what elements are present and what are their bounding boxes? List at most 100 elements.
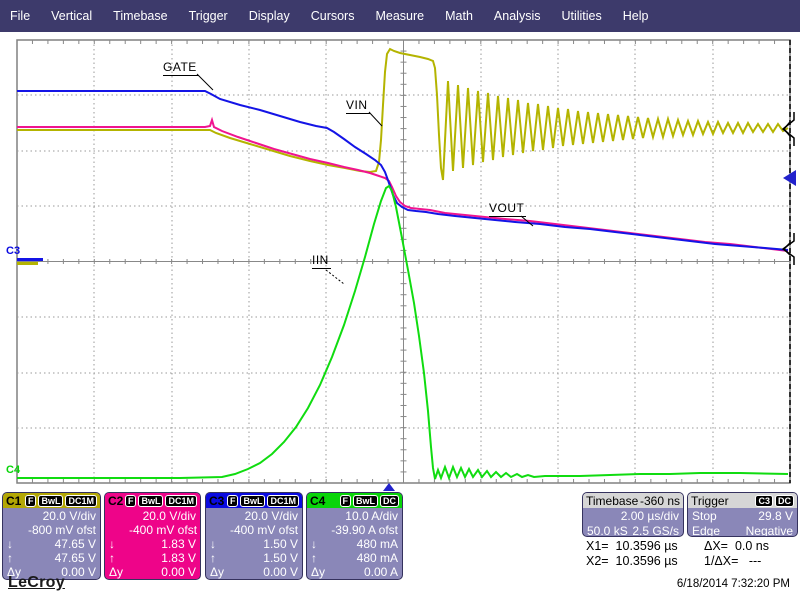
trigger-time-marker-icon[interactable] bbox=[383, 483, 395, 491]
cursor-low-icon: ↓ bbox=[210, 537, 216, 551]
c4-scale: 10.0 A/div bbox=[345, 509, 398, 523]
trace-layer bbox=[17, 47, 789, 481]
cursor-high-icon: ↑ bbox=[7, 551, 13, 565]
menu-display[interactable]: Display bbox=[248, 9, 290, 23]
vin-clip-indicator-icon bbox=[781, 112, 795, 146]
x2-label: X2= bbox=[586, 554, 609, 568]
trigger-badges: C3 DC bbox=[755, 494, 794, 507]
c2-badges: F BwL DC1M bbox=[124, 494, 197, 507]
iin-annotation: IIN bbox=[312, 253, 331, 269]
cursor-low-icon: ↓ bbox=[109, 537, 115, 551]
trigger-level: 29.8 V bbox=[758, 509, 793, 523]
vout-clip-indicator-icon bbox=[781, 233, 795, 265]
c1-cursor-low: 47.65 V bbox=[54, 537, 96, 551]
c3-axis-label: C3 bbox=[6, 245, 21, 257]
trace-iin bbox=[17, 184, 789, 481]
channel-box-c4[interactable]: C4 F BwL DC 10.0 A/div -39.90 A ofst ↓ 48… bbox=[306, 492, 403, 580]
c3-badge-bwl: BwL bbox=[240, 494, 266, 507]
trigger-slope: Negative bbox=[745, 524, 793, 537]
trace-gate bbox=[17, 90, 789, 251]
c2-id: C2 bbox=[108, 493, 124, 508]
timebase-scale: 2.00 µs/div bbox=[620, 509, 679, 523]
gate-annotation: GATE bbox=[163, 60, 199, 76]
c3-badge-f: F bbox=[226, 494, 239, 507]
c4-id: C4 bbox=[310, 493, 326, 508]
c2-delta-y: 0.00 V bbox=[161, 565, 196, 579]
c1-zero-level-marker-icon bbox=[17, 262, 38, 265]
timebase-samples: 50.0 kS bbox=[587, 524, 628, 537]
dx-value: 0.0 ns bbox=[734, 539, 770, 553]
c2-cursor-low: 1.83 V bbox=[161, 537, 196, 551]
menu-timebase[interactable]: Timebase bbox=[113, 9, 168, 23]
cursor-readout: X1= 10.3596 µs ΔX= 0.0 ns X2= 10.3596 µs… bbox=[586, 539, 769, 569]
channel-box-c1[interactable]: C1 F BwL DC1M 20.0 V/div -800 mV ofst ↓ 4… bbox=[2, 492, 101, 580]
inv-dx-label: 1/ΔX= bbox=[704, 554, 739, 568]
c1-badge-bwl: BwL bbox=[38, 494, 64, 507]
menu-file[interactable]: File bbox=[10, 9, 31, 23]
c4-badges: F BwL DC bbox=[339, 494, 399, 507]
c2-badge-bwl: BwL bbox=[138, 494, 164, 507]
trigger-title: Trigger bbox=[691, 493, 729, 508]
c2-offset: -400 mV ofst bbox=[129, 523, 198, 537]
c1-id: C1 bbox=[6, 493, 22, 508]
c3-badge-coupling: DC1M bbox=[267, 494, 299, 507]
x1-label: X1= bbox=[586, 539, 609, 553]
menu-measure[interactable]: Measure bbox=[375, 9, 425, 23]
menu-help[interactable]: Help bbox=[622, 9, 649, 23]
trace-vin bbox=[17, 47, 789, 181]
cursor-high-icon: ↑ bbox=[210, 551, 216, 565]
c2-cursor-high: 1.83 V bbox=[161, 551, 196, 565]
c1-delta-y: 0.00 V bbox=[61, 565, 96, 579]
timebase-title: Timebase bbox=[586, 493, 639, 508]
c2-scale: 20.0 V/div bbox=[142, 509, 196, 523]
channel-box-c2[interactable]: C2 F BwL DC1M 20.0 V/div -400 mV ofst ↓ 1… bbox=[104, 492, 201, 580]
trigger-source-badge: C3 bbox=[755, 494, 773, 507]
c3-zero-level-marker-icon bbox=[17, 258, 43, 261]
cursor-low-icon: ↓ bbox=[311, 537, 317, 551]
trigger-box[interactable]: Trigger C3 DC Stop 29.8 V Edge Negative bbox=[687, 492, 798, 537]
cursor-high-icon: ↑ bbox=[311, 551, 317, 565]
c1-scale: 20.0 V/div bbox=[42, 509, 96, 523]
c3-cursor-low: 1.50 V bbox=[263, 537, 298, 551]
trigger-coupling-badge: DC bbox=[775, 494, 794, 507]
menu-cursors[interactable]: Cursors bbox=[310, 9, 355, 23]
timebase-rate: 2.5 GS/s bbox=[632, 524, 679, 537]
timebase-box[interactable]: Timebase -360 ns 2.00 µs/div 50.0 kS 2.5 … bbox=[582, 492, 684, 537]
c1-cursor-high: 47.65 V bbox=[54, 551, 96, 565]
inv-dx-value: --- bbox=[748, 554, 762, 568]
annotation-callout-lines bbox=[196, 73, 534, 285]
menu-utilities[interactable]: Utilities bbox=[561, 9, 602, 23]
c1-badges: F BwL DC1M bbox=[24, 494, 97, 507]
delta-y-icon: Δy bbox=[7, 565, 22, 579]
menu-math[interactable]: Math bbox=[445, 9, 473, 23]
trigger-level-marker-icon[interactable] bbox=[783, 170, 796, 186]
delta-y-icon: Δy bbox=[210, 565, 225, 579]
menu-analysis[interactable]: Analysis bbox=[493, 9, 541, 23]
c4-cursor-high: 480 mA bbox=[356, 551, 398, 565]
trigger-mode: Stop bbox=[692, 509, 717, 523]
c1-badge-f: F bbox=[24, 494, 37, 507]
c2-badge-coupling: DC1M bbox=[165, 494, 197, 507]
c3-id: C3 bbox=[209, 493, 225, 508]
menu-bar: File Vertical Timebase Trigger Display C… bbox=[0, 0, 800, 32]
menu-trigger[interactable]: Trigger bbox=[188, 9, 228, 23]
c2-badge-f: F bbox=[124, 494, 137, 507]
datetime: 6/18/2014 7:32:20 PM bbox=[676, 578, 790, 590]
c4-delta-y: 0.00 A bbox=[363, 565, 398, 579]
cursor-low-icon: ↓ bbox=[7, 537, 13, 551]
c3-delta-y: 0.00 V bbox=[263, 565, 298, 579]
channel-box-c3[interactable]: C3 F BwL DC1M 20.0 V/div -400 mV ofst ↓ 1… bbox=[205, 492, 303, 580]
x2-value: 10.3596 µs bbox=[615, 554, 678, 568]
axis-ticks bbox=[31, 40, 776, 483]
menu-vertical[interactable]: Vertical bbox=[51, 9, 93, 23]
vin-annotation: VIN bbox=[346, 98, 370, 114]
lecroy-logo: LeCroy bbox=[8, 574, 65, 591]
dx-label: ΔX= bbox=[704, 539, 728, 553]
delta-y-icon: Δy bbox=[109, 565, 124, 579]
c4-badge-coupling: DC bbox=[380, 494, 399, 507]
c3-scale: 20.0 V/div bbox=[244, 509, 298, 523]
c4-badge-f: F bbox=[339, 494, 351, 507]
c4-badge-bwl: BwL bbox=[353, 494, 378, 507]
timebase-delay: -360 ns bbox=[639, 493, 680, 508]
